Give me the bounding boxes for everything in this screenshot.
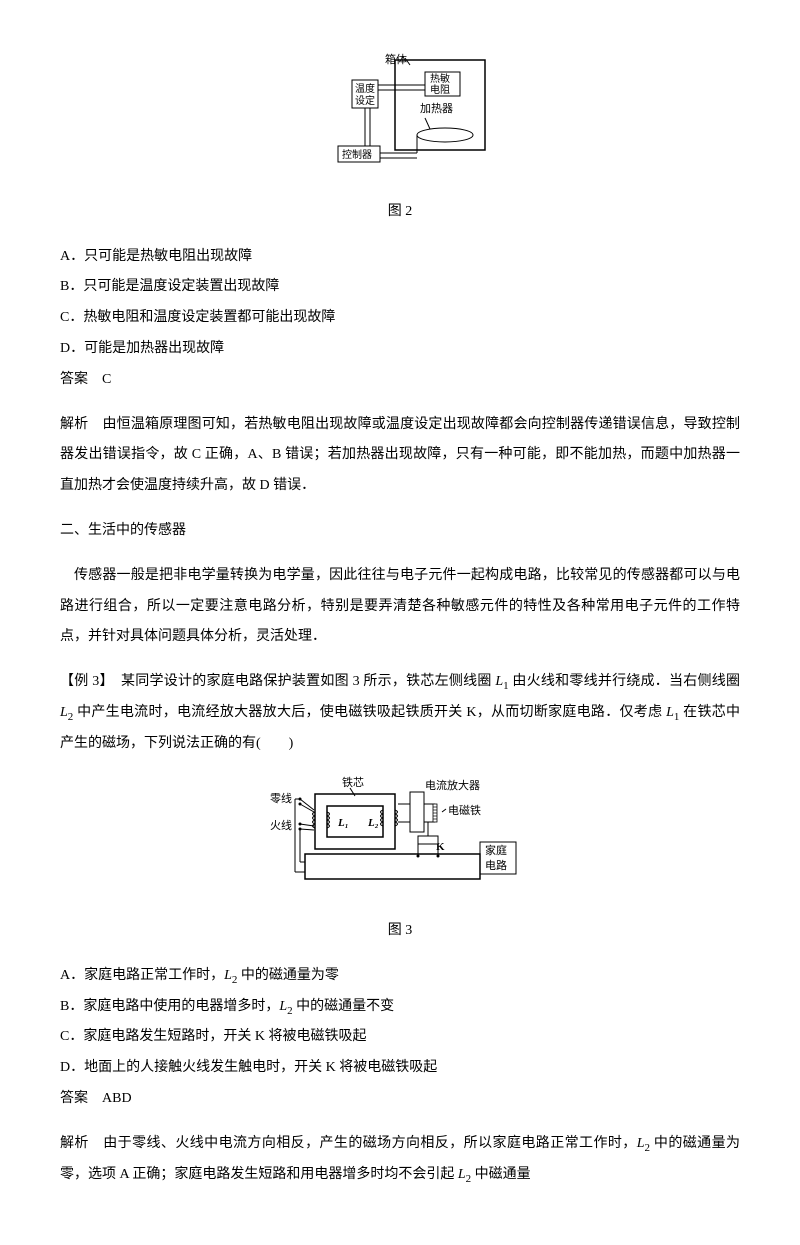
label-zero: 零线 bbox=[270, 791, 292, 805]
ex3-t1: 某同学设计的家庭电路保护装置如图 3 所示，铁芯左侧线圈 bbox=[121, 674, 495, 689]
label-home2: 电路 bbox=[485, 859, 507, 872]
label-controller: 控制器 bbox=[342, 148, 372, 161]
figure-2-svg: 箱体 热敏 电阻 加热器 温度 设定 控制器 bbox=[310, 50, 490, 170]
q1-option-c: C．热敏电阻和温度设定装置都可能出现故障 bbox=[60, 303, 740, 334]
label-L2: L₂ bbox=[367, 817, 379, 829]
electromagnet-coil bbox=[424, 804, 437, 822]
label-tempset-1: 温度 bbox=[355, 82, 375, 95]
ex3-L2: L bbox=[60, 705, 68, 720]
q1-option-b: B．只可能是温度设定装置出现故障 bbox=[60, 272, 740, 303]
label-L1: L₁ bbox=[337, 817, 349, 829]
ex3-t2: 由火线和零线并行绕成．当右侧线圈 bbox=[509, 674, 740, 689]
q2-answer: 答案 ABD bbox=[60, 1084, 740, 1115]
label-thermistor-2: 电阻 bbox=[430, 83, 450, 96]
figure-2-caption: 图 2 bbox=[60, 197, 740, 228]
label-fire: 火线 bbox=[270, 818, 292, 832]
q2a-pre: A．家庭电路正常工作时， bbox=[60, 968, 224, 983]
section-2-intro: 传感器一般是把非电学量转换为电学量，因此往往与电子元件一起构成电路，比较常见的传… bbox=[60, 561, 740, 653]
q2e-L: L bbox=[637, 1136, 645, 1151]
figure-3-svg: 零线 火线 铁芯 电流放大器 电磁铁 K 家庭 电路 L₁ bbox=[270, 774, 530, 889]
q2e-pre: 解析 由于零线、火线中电流方向相反，产生的磁场方向相反，所以家庭电路正常工作时， bbox=[60, 1136, 637, 1151]
q1-option-d: D．可能是加热器出现故障 bbox=[60, 334, 740, 365]
label-heater: 加热器 bbox=[420, 102, 453, 115]
label-iron: 铁芯 bbox=[342, 775, 364, 789]
label-box: 箱体 bbox=[385, 52, 407, 66]
q2b-post: 中的磁通量不变 bbox=[293, 999, 395, 1014]
q2-option-a: A．家庭电路正常工作时，L2 中的磁通量为零 bbox=[60, 961, 740, 992]
ex3-t3: 中产生电流时，电流经放大器放大后，使电磁铁吸起铁质开关 K，从而切断家庭电路．仅… bbox=[73, 705, 666, 720]
q2b-L: L bbox=[279, 999, 287, 1014]
q2-option-c: C．家庭电路发生短路时，开关 K 将被电磁铁吸起 bbox=[60, 1022, 740, 1053]
label-tempset-2: 设定 bbox=[355, 94, 375, 107]
q2e-L2: L bbox=[458, 1167, 466, 1182]
q1-option-a: A．只可能是热敏电阻出现故障 bbox=[60, 242, 740, 273]
example-3-text: 【例 3】 某同学设计的家庭电路保护装置如图 3 所示，铁芯左侧线圈 L1 由火… bbox=[60, 667, 740, 760]
q2b-pre: B．家庭电路中使用的电器增多时， bbox=[60, 999, 279, 1014]
ex3-L1: L bbox=[495, 674, 503, 689]
q2a-L: L bbox=[224, 968, 232, 983]
q2-option-d: D．地面上的人接触火线发生触电时，开关 K 将被电磁铁吸起 bbox=[60, 1053, 740, 1084]
label-thermistor-1: 热敏 bbox=[430, 72, 450, 85]
figure-3: 零线 火线 铁芯 电流放大器 电磁铁 K 家庭 电路 L₁ bbox=[60, 774, 740, 902]
q1-explanation: 解析 由恒温箱原理图可知，若热敏电阻出现故障或温度设定出现故障都会向控制器传递错… bbox=[60, 410, 740, 502]
q2-option-b: B．家庭电路中使用的电器增多时，L2 中的磁通量不变 bbox=[60, 992, 740, 1023]
example-3-label: 【例 3】 bbox=[60, 674, 107, 689]
label-amp: 电流放大器 bbox=[425, 778, 480, 792]
label-home1: 家庭 bbox=[485, 843, 507, 857]
q2-explanation: 解析 由于零线、火线中电流方向相反，产生的磁场方向相反，所以家庭电路正常工作时，… bbox=[60, 1129, 740, 1191]
q1-answer: 答案 C bbox=[60, 365, 740, 396]
label-mag: 电磁铁 bbox=[448, 804, 481, 817]
figure-3-caption: 图 3 bbox=[60, 916, 740, 947]
ex3-L1b: L bbox=[666, 705, 674, 720]
q2a-post: 中的磁通量为零 bbox=[237, 968, 339, 983]
figure-2: 箱体 热敏 电阻 加热器 温度 设定 控制器 bbox=[60, 50, 740, 183]
q2e-post: 中磁通量 bbox=[471, 1167, 531, 1182]
section-2-title: 二、生活中的传感器 bbox=[60, 516, 740, 547]
